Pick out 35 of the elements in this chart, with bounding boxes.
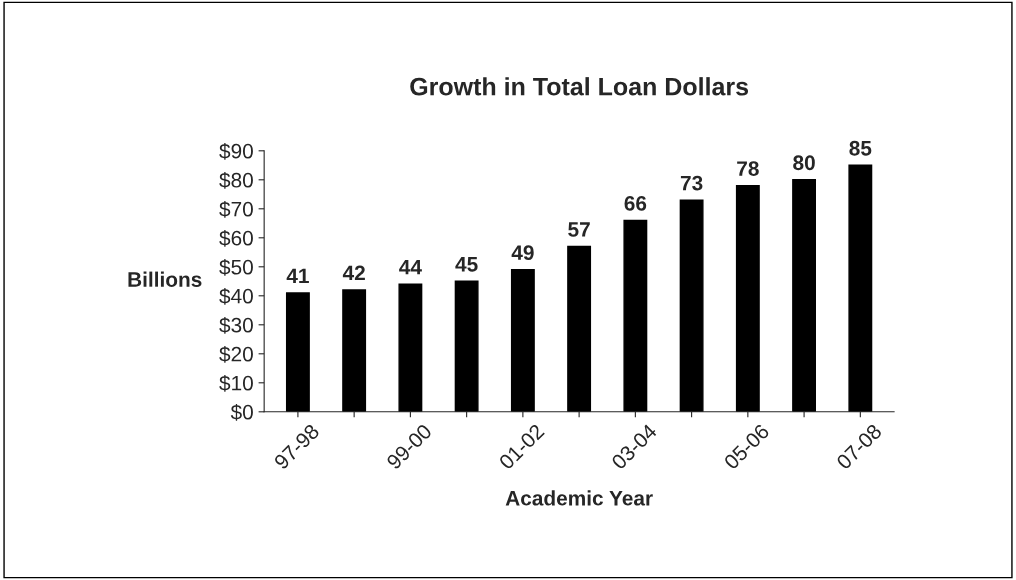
bar — [567, 245, 592, 412]
y-tick-label: $30 — [219, 316, 253, 334]
data-label: 57 — [568, 222, 590, 237]
y-axis-title: Billions — [128, 271, 202, 287]
y-tick-label: $40 — [219, 287, 253, 305]
bar — [848, 164, 873, 412]
x-axis-title: Academic Year — [505, 490, 653, 506]
bar — [398, 283, 423, 412]
data-label: 41 — [286, 268, 309, 284]
bar — [623, 219, 648, 412]
y-tick-label: $60 — [219, 229, 253, 247]
bar — [792, 179, 817, 412]
data-label: 66 — [624, 195, 647, 211]
y-tick-label: $80 — [219, 171, 253, 189]
y-tick-label: $70 — [219, 200, 253, 218]
data-label: 78 — [737, 161, 759, 176]
data-label: 42 — [342, 265, 365, 281]
bar — [342, 289, 367, 412]
y-tick-label: $90 — [219, 142, 253, 160]
data-label: 85 — [849, 140, 872, 156]
data-label: 80 — [793, 155, 815, 171]
data-label: 44 — [399, 259, 422, 275]
bar — [285, 292, 310, 412]
bar — [510, 269, 535, 412]
y-tick-label: $10 — [219, 374, 253, 392]
data-label: 73 — [680, 175, 703, 191]
data-label: 49 — [511, 245, 534, 261]
y-tick-label: $20 — [219, 345, 253, 363]
bar — [454, 280, 479, 412]
bar — [735, 184, 760, 412]
bar — [679, 199, 704, 412]
chart-title: Growth in Total Loan Dollars — [410, 77, 749, 96]
y-tick-label: $50 — [219, 258, 253, 276]
y-tick-label: $0 — [230, 403, 253, 421]
data-label: 45 — [455, 257, 478, 272]
